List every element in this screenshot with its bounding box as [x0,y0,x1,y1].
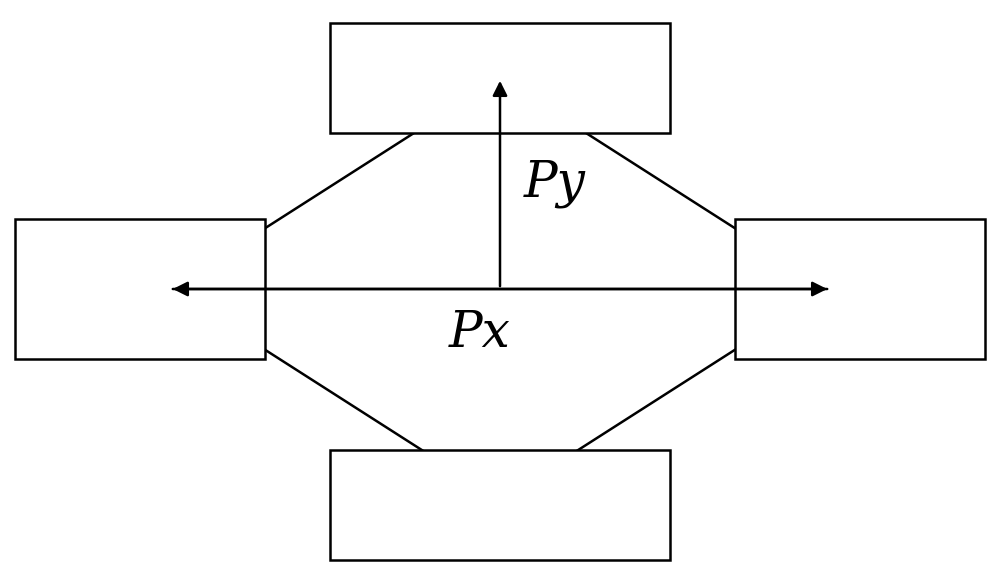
Bar [15,219,265,359]
Text: Px: Px [449,308,511,358]
Bar [735,219,985,359]
Bar [330,23,670,133]
Text: Py: Py [524,158,586,208]
Bar [330,450,670,560]
